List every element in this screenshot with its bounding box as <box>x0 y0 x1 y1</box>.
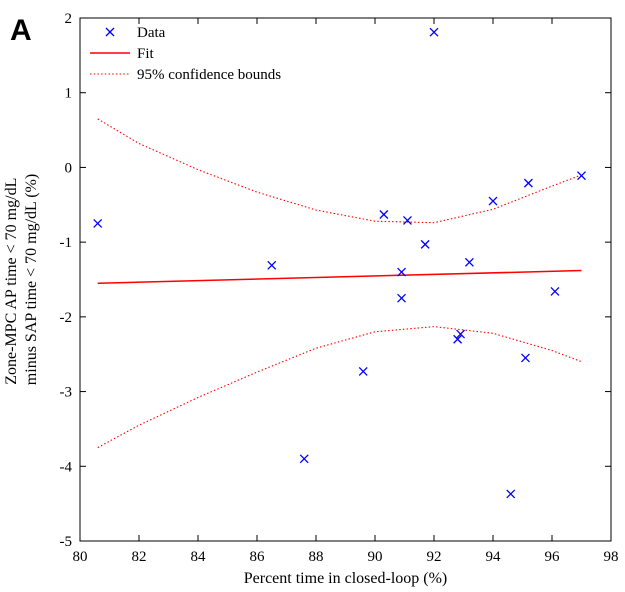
y-axis-label-line-2: minus SAP time < 70 mg/dL (%) <box>23 174 40 385</box>
y-axis-label-line-1: Zone-MPC AP time < 70 mg/dL <box>3 178 20 385</box>
data-point <box>429 27 439 37</box>
x-tick-label: 96 <box>545 549 561 565</box>
axis-ticks: 80 82 84 86 88 90 92 94 96 98 -5 -4 -3 -2 -1 0 1 2 <box>60 11 619 565</box>
data-point <box>520 353 530 363</box>
confidence-bound-upper <box>97 118 582 224</box>
data-point <box>402 216 412 225</box>
y-tick-label: -3 <box>60 385 73 401</box>
legend-entry: 95% confidence bounds <box>90 67 281 83</box>
y-tick-label: 0 <box>65 160 73 176</box>
x-tick-label: 82 <box>132 549 147 565</box>
data-point <box>456 329 466 339</box>
x-tick-label: 90 <box>368 549 383 565</box>
data-point <box>488 196 498 206</box>
data-point <box>358 366 368 376</box>
legend-label: Data <box>137 25 166 41</box>
x-tick-label: 84 <box>191 549 207 565</box>
legend-entry: Data <box>105 25 166 41</box>
data-point <box>506 489 516 499</box>
data-point <box>299 454 309 464</box>
x-tick-label: 80 <box>73 549 88 565</box>
data-point <box>379 210 389 219</box>
legend-label: 95% confidence bounds <box>137 67 281 83</box>
data-point <box>577 171 586 181</box>
y-tick-label: 2 <box>65 11 73 27</box>
data-point <box>550 286 560 296</box>
x-tick-label: 98 <box>604 549 619 565</box>
y-axis-label: Zone-MPC AP time < 70 mg/dL minus SAP ti… <box>3 174 40 385</box>
data-point <box>93 219 103 228</box>
legend-label: Fit <box>137 46 155 62</box>
x-tick-label: 92 <box>427 549 442 565</box>
data-point <box>397 293 407 303</box>
fit-line-layer <box>97 269 582 284</box>
plot-area <box>79 17 612 542</box>
confidence-bounds <box>97 118 582 449</box>
fit-line <box>97 269 582 284</box>
data-point <box>453 334 463 344</box>
legend: Data Fit 95% confidence bounds <box>90 25 281 83</box>
data-point <box>420 239 430 249</box>
x-tick-label: 88 <box>309 549 324 565</box>
data-point <box>523 178 533 188</box>
y-tick-label: -5 <box>60 534 73 550</box>
x-axis-label: Percent time in closed-loop (%) <box>244 570 448 587</box>
x-tick-label: 94 <box>486 549 502 565</box>
data-point <box>464 257 474 267</box>
panel-label: A <box>10 14 32 47</box>
y-tick-label: -4 <box>60 459 73 475</box>
y-tick-label: -1 <box>60 235 73 251</box>
confidence-bound-lower <box>97 326 582 449</box>
data-point <box>397 267 407 277</box>
x-tick-label: 86 <box>250 549 266 565</box>
data-point <box>267 260 277 270</box>
y-tick-label: 1 <box>65 86 73 102</box>
legend-entry: Fit <box>90 46 155 62</box>
y-tick-label: -2 <box>60 310 73 326</box>
data-points <box>93 27 586 499</box>
